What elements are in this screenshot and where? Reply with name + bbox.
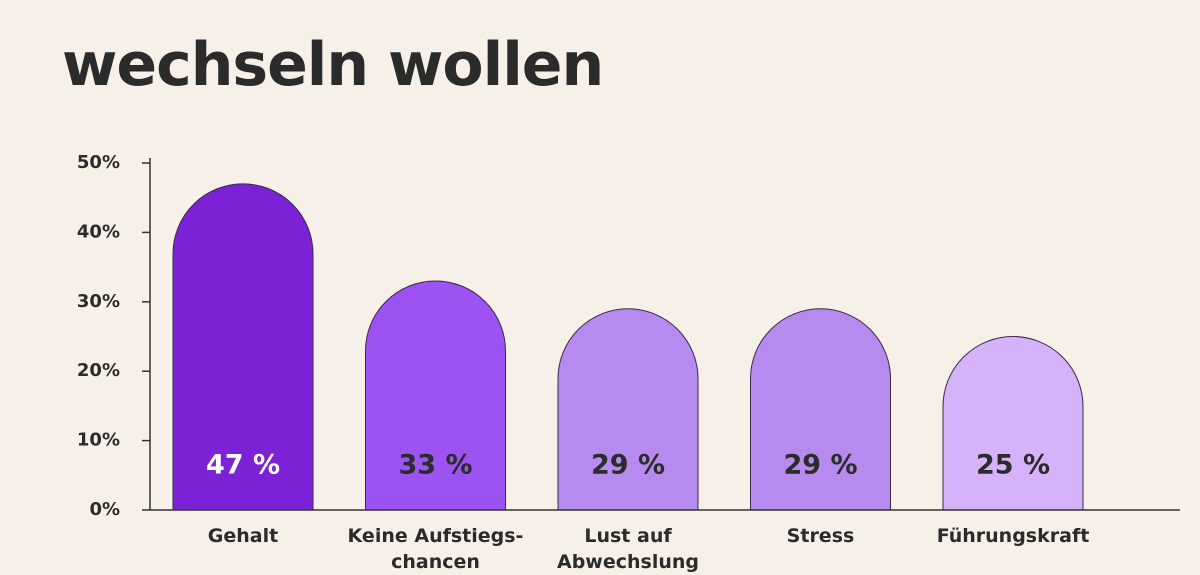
y-tick-label: 20%	[77, 360, 120, 381]
value-label: 25 %	[976, 450, 1050, 481]
value-label: 33 %	[398, 450, 472, 481]
x-tick-label: Stress	[786, 525, 855, 547]
chart-title: wechseln wollen	[62, 30, 604, 100]
bar	[172, 183, 314, 511]
y-tick-label: 50%	[77, 152, 120, 173]
bar	[750, 308, 891, 511]
bar	[557, 308, 699, 511]
value-label: 29 %	[591, 450, 665, 481]
bar	[365, 280, 506, 511]
chart: 0% 10% 20% 30% 40% 50% 47 % 33 % 29 % 29 % 25 %	[77, 152, 1180, 520]
bar	[942, 336, 1084, 511]
x-tick-label: Keine Aufstiegs- chancen	[347, 525, 524, 573]
y-tick-label: 30%	[77, 291, 120, 312]
x-tick-label: Gehalt	[207, 525, 279, 547]
y-tick-label: 0%	[89, 499, 120, 520]
x-tick-label: Führungskraft	[936, 525, 1090, 547]
value-label: 29 %	[783, 450, 857, 481]
y-tick-label: 40%	[77, 221, 120, 242]
value-label: 47 %	[206, 450, 280, 481]
y-tick-label: 10%	[77, 430, 120, 451]
x-tick-label: Lust auf Abwechslung	[556, 525, 699, 573]
page: wechseln wollen 0% 10% 20% 30% 40% 50% 47 % 33 …	[62, 30, 1180, 573]
